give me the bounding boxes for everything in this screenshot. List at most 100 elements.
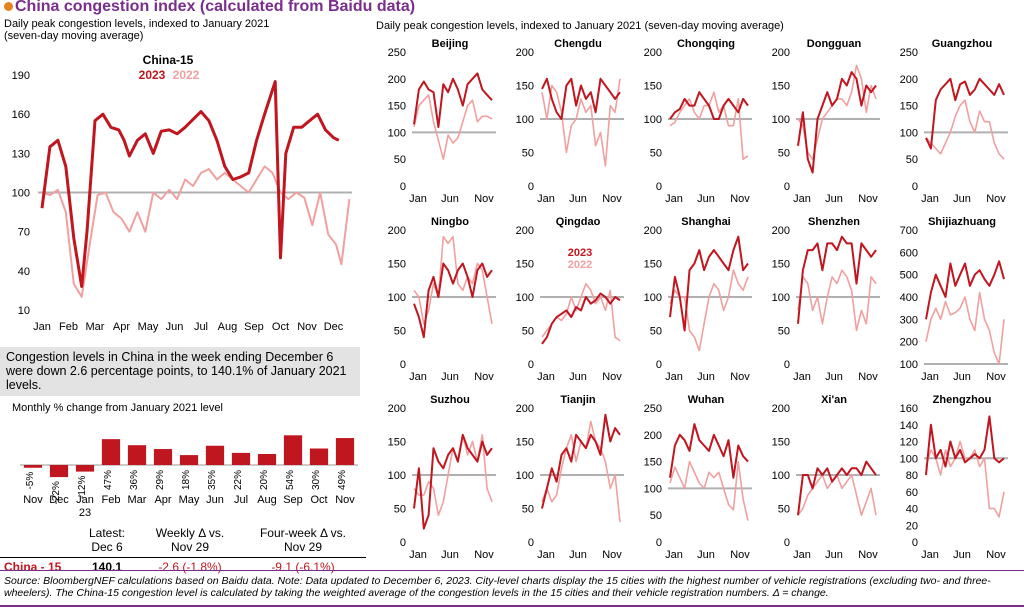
city-chart-tianjin: 0 50 100 150 200 Tianjin Jan Jun Nov xyxy=(516,394,624,561)
city-name: Suzhou xyxy=(430,394,470,406)
city-chart-xian: 0 50 100 150 200 Xi'an Jan Jun Nov xyxy=(772,394,880,561)
row-four-week: -9.1 (-6.1%) xyxy=(271,560,335,574)
bar xyxy=(257,454,277,465)
bar-category-label: Jul xyxy=(234,494,248,506)
y-tick-label: 40 xyxy=(18,266,30,278)
city-x-tick: Jun xyxy=(441,371,459,383)
x-tick-label: Aug xyxy=(218,321,238,333)
city-series-y2022 xyxy=(541,78,621,167)
city-series-y2022 xyxy=(669,91,749,160)
city-y-tick: 200 xyxy=(388,403,406,415)
city-x-tick: Nov xyxy=(474,193,494,205)
bar xyxy=(23,465,43,468)
city-name: Zhengzhou xyxy=(933,394,992,406)
x-tick-label: Feb xyxy=(59,321,78,333)
bar-value-label: 49% xyxy=(337,470,348,490)
x-tick-label: Jun xyxy=(166,321,184,333)
city-chart-ningbo: 0 50 100 150 200 Ningbo Jan Jun Nov xyxy=(388,216,496,383)
bar-category-label: Mar xyxy=(128,494,147,506)
header-four-week-date: Nov 29 xyxy=(283,540,323,554)
city-x-tick: Jan xyxy=(665,371,683,383)
city-chart-suzhou: 0 50 100 150 200 Suzhou Jan Jun Nov xyxy=(388,394,496,561)
city-y-tick: 120 xyxy=(900,437,918,449)
city-y-tick: 140 xyxy=(900,420,918,432)
bullet-icon xyxy=(4,2,13,12)
city-series-y2022 xyxy=(669,269,749,352)
city-y-tick: 0 xyxy=(400,181,406,193)
bar xyxy=(231,452,251,465)
city-y-tick: 150 xyxy=(516,259,534,271)
city-y-tick: 200 xyxy=(388,74,406,86)
city-y-tick: 150 xyxy=(772,259,790,271)
city-y-tick: 100 xyxy=(516,114,534,126)
city-x-tick: Jan xyxy=(537,549,555,561)
y-tick-label: 100 xyxy=(12,188,30,200)
bar-value-label: -22% xyxy=(51,481,62,504)
bar-value-label: 47% xyxy=(103,470,114,490)
city-y-tick: 150 xyxy=(388,437,406,449)
bar xyxy=(205,445,225,465)
bar-value-label: 30% xyxy=(311,470,322,490)
city-series-y2022 xyxy=(925,440,1005,518)
city-x-tick: Jun xyxy=(953,371,971,383)
bar-category-label: Dec xyxy=(49,494,69,506)
left-subtitle: Daily peak congestion levels, indexed to… xyxy=(4,18,270,42)
source-note: Source: BloombergNEF calculations based … xyxy=(4,575,1022,599)
city-y-tick: 50 xyxy=(394,326,406,338)
bar-value-label: -5% xyxy=(25,472,36,490)
bar xyxy=(309,448,329,465)
header-latest-date: Dec 6 xyxy=(91,540,123,554)
city-y-tick: 100 xyxy=(388,292,406,304)
x-tick-label: Nov xyxy=(297,321,317,333)
divider-top xyxy=(0,570,1024,571)
city-y-tick: 100 xyxy=(900,127,918,139)
city-chart-chongqing: 0 50 100 150 200 Chongqing Jan Jun Nov xyxy=(644,38,752,205)
city-y-tick: 50 xyxy=(522,504,534,516)
bar-category-label: Sep xyxy=(283,494,303,506)
city-y-tick: 0 xyxy=(528,359,534,371)
city-y-tick: 0 xyxy=(784,181,790,193)
city-y-tick: 200 xyxy=(900,337,918,349)
city-x-tick: Nov xyxy=(986,549,1006,561)
city-y-tick: 0 xyxy=(784,537,790,549)
city-x-tick: Nov xyxy=(602,193,622,205)
city-y-tick: 100 xyxy=(772,114,790,126)
x-tick-label: Oct xyxy=(272,321,289,333)
city-name: Chengdu xyxy=(554,38,602,50)
row-latest: 140.1 xyxy=(91,560,123,574)
city-x-tick: Nov xyxy=(602,549,622,561)
city-series-y2022 xyxy=(541,282,621,342)
city-x-tick: Nov xyxy=(858,371,878,383)
city-x-tick: Jun xyxy=(697,549,715,561)
bar xyxy=(75,465,95,472)
bar-category-label: Jan xyxy=(76,494,94,506)
city-y-tick: 150 xyxy=(516,437,534,449)
bar-value-label: 22% xyxy=(233,470,244,490)
city-name: Xi'an xyxy=(821,394,847,406)
city-y-tick: 200 xyxy=(644,430,662,442)
bar-category-label: 23 xyxy=(79,507,91,519)
city-name: Wuhan xyxy=(688,394,725,406)
city-chart-shanghai: 0 50 100 150 200 Shanghai Jan Jun Nov xyxy=(644,216,752,383)
bar-chart-title: Monthly % change from January 2021 level xyxy=(12,402,223,414)
city-x-tick: Nov xyxy=(986,371,1006,383)
city-y-tick: 150 xyxy=(772,81,790,93)
bar-value-label: 54% xyxy=(285,470,296,490)
city-name: Beijing xyxy=(432,38,469,50)
header-weekly-date: Nov 29 xyxy=(170,540,210,554)
city-chart-chengdu: 0 50 100 150 200 Chengdu Jan Jun Nov xyxy=(516,38,624,205)
city-series-y2023 xyxy=(797,235,877,324)
city-chart-shijiazhuang: 100 200 300 400 500 600 700 Shijiazhuang Jan Jun N… xyxy=(900,216,1008,383)
city-chart-zhengzhou: 0 20 40 60 80 100 120 140 160 Zhengzhou Jan Jun Nov xyxy=(900,394,1008,561)
city-x-tick: Jun xyxy=(697,193,715,205)
city-y-tick: 200 xyxy=(772,403,790,415)
city-name: Tianjin xyxy=(560,394,596,406)
city-series-y2023 xyxy=(541,292,621,345)
page-title: China congestion index (calculated from … xyxy=(4,0,415,16)
city-series-y2023 xyxy=(541,77,621,120)
city-x-tick: Jan xyxy=(409,193,427,205)
city-y-tick: 0 xyxy=(656,537,662,549)
city-y-tick: 200 xyxy=(772,47,790,59)
city-y-tick: 0 xyxy=(528,181,534,193)
